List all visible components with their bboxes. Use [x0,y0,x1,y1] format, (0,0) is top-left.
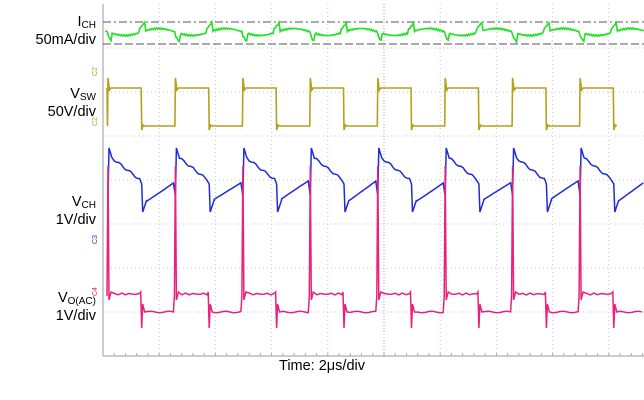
vo-name: VO(AC) [57,290,96,307]
vsw-name: VSW [70,86,96,103]
channel-marker-vsw: C2 [92,67,99,76]
trace-ich [104,19,644,45]
vo-label: VO(AC) 1V/div [0,290,96,324]
vch-scale: 1V/div [55,212,96,228]
vo-scale: 1V/div [55,308,96,324]
trace-vo [106,165,643,329]
trace-vsw [106,77,618,131]
timebase-label: Time: 2μs/div [279,358,365,374]
channel-marker-vsw-low: C2 [92,117,99,126]
channel-marker-vo: C4 [92,287,99,296]
channel-markers: C2 C3 C4 C2 [92,67,99,296]
trace-vch [107,147,644,213]
vsw-scale: 50V/div [47,104,96,120]
channel-marker-vch: C3 [92,235,99,244]
scope-traces [104,19,644,329]
vch-name: VCH [71,194,96,211]
scope-grid [102,4,644,357]
ich-label: ICH 50mA/div [0,14,96,48]
ich-scale: 50mA/div [35,32,96,48]
ich-name: ICH [77,14,96,31]
vch-label: VCH 1V/div [0,194,96,228]
vsw-label: VSW 50V/div [0,86,96,120]
